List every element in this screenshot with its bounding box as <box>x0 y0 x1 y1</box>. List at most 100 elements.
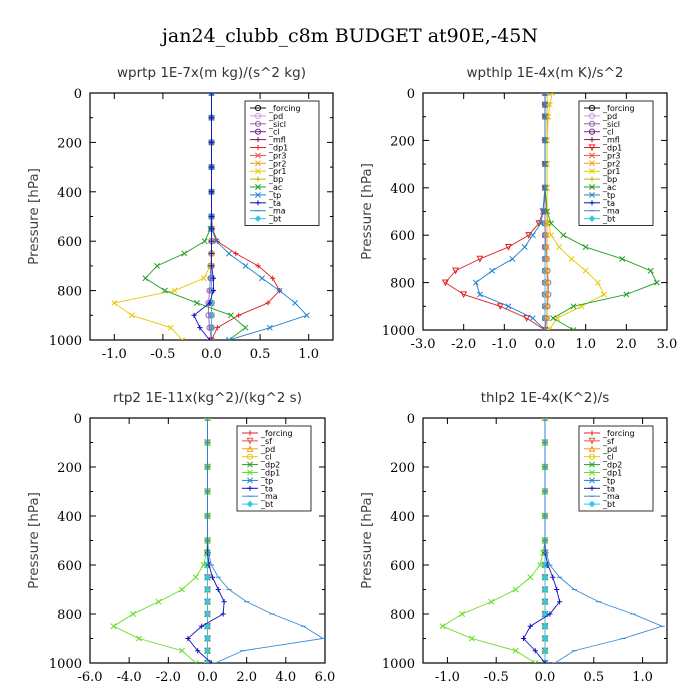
y-tick-label: 1000 <box>382 324 415 339</box>
legend-marker <box>588 128 596 135</box>
legend-item-bt: _bt <box>242 500 273 509</box>
legend-marker <box>255 176 261 182</box>
legend-marker <box>589 168 595 175</box>
legend-marker <box>588 437 596 445</box>
y-tick-label: 200 <box>390 134 415 149</box>
x-tick-label: -0.5 <box>150 347 175 362</box>
legend-marker <box>254 112 262 120</box>
x-tick-label: -1.0 <box>102 347 127 362</box>
data-point <box>214 238 220 244</box>
y-tick-label: 200 <box>57 136 82 151</box>
legend-label: _ma <box>602 207 620 216</box>
legend-marker <box>589 430 595 436</box>
legend-marker <box>246 445 254 452</box>
y-tick-label: 0 <box>74 87 82 102</box>
y-tick-label: 800 <box>57 608 82 623</box>
data-point <box>154 262 161 269</box>
data-point <box>191 312 197 318</box>
x-tick-label: 0.5 <box>583 670 604 685</box>
data-point <box>544 327 550 330</box>
data-point <box>570 303 577 310</box>
legend-item-pr3: _pr3 <box>584 151 620 160</box>
data-point <box>242 262 249 269</box>
x-tick-label: -2.0 <box>451 337 476 352</box>
data-point <box>204 586 211 593</box>
legend-marker <box>246 500 254 508</box>
data-point <box>214 325 220 331</box>
data-point <box>509 255 516 262</box>
legend-marker <box>589 184 595 190</box>
series-line <box>475 93 546 330</box>
series-dp1 <box>110 418 211 663</box>
legend-label: _ta <box>602 484 615 493</box>
series-group <box>439 418 665 663</box>
data-point <box>542 327 548 330</box>
data-point <box>204 635 211 642</box>
legend-marker <box>589 137 595 143</box>
legend-marker <box>589 160 595 167</box>
data-point <box>208 115 215 121</box>
legend-label: _forcing <box>260 429 293 438</box>
data-point <box>185 635 191 642</box>
legend: _forcing_pd_sicl_cl_mfl_dp1_pr3_pr2_pr1_… <box>578 100 654 226</box>
y-tick-label: 200 <box>57 461 82 476</box>
series-line <box>544 418 664 663</box>
legend-item-dp1: _dp1 <box>242 469 280 478</box>
data-point <box>542 243 549 251</box>
data-point <box>204 418 211 421</box>
legend-marker <box>589 477 595 484</box>
series-line <box>112 418 208 663</box>
data-point <box>210 288 217 294</box>
legend-box <box>578 425 654 512</box>
panel-4: thlp2 1E-4x(K^2)/s Pressure [hPa] 0 200 400 6… <box>359 390 668 685</box>
legend-label: _cl <box>260 453 272 462</box>
legend-item-pd: _pd <box>250 112 283 121</box>
data-point <box>542 113 548 120</box>
legend-marker <box>588 445 596 452</box>
legend-label: _ma <box>260 492 278 501</box>
data-point <box>161 287 168 294</box>
data-point <box>568 255 575 262</box>
panel-2: wpthlp 1E-4x(m K)/s^2 Pressure [hPa] 0 200 4… <box>359 65 677 352</box>
legend-item-pd: _pd <box>584 445 617 454</box>
panel-3: rtp2 1E-11x(kg^2)/(kg^2 s) Pressure [hPa]… <box>26 390 335 685</box>
y-tick-label: 0 <box>407 412 415 427</box>
y-tick-label: 800 <box>390 277 415 292</box>
legend-marker <box>247 461 253 468</box>
legend-item-sicl: _sicl <box>584 120 620 129</box>
data-point <box>547 611 553 617</box>
legend-label: _forcing <box>602 429 635 438</box>
legend-marker <box>255 144 261 151</box>
data-point <box>521 244 528 251</box>
legend-marker <box>254 120 262 127</box>
data-point <box>570 327 577 330</box>
data-point <box>548 220 555 227</box>
legend-item-ac: _ac <box>584 183 616 192</box>
series-line <box>444 93 546 330</box>
legend-marker <box>588 453 596 460</box>
legend-marker <box>247 469 253 476</box>
data-point <box>460 291 468 299</box>
y-tick-label: 200 <box>390 461 415 476</box>
legend-label: _dp1 <box>268 144 288 153</box>
y-tick-label: 600 <box>390 229 415 244</box>
series-line <box>144 93 247 340</box>
y-tick-label: 1000 <box>382 657 415 672</box>
data-point <box>201 238 208 245</box>
data-point <box>233 250 239 257</box>
data-point <box>542 418 548 421</box>
data-point <box>544 255 550 262</box>
data-point <box>111 299 118 306</box>
legend-label: _bp <box>602 175 617 184</box>
legend-item-ma: _ma <box>584 492 620 501</box>
data-point <box>197 325 203 331</box>
data-point <box>544 315 550 322</box>
legend-item-dp1: _dp1 <box>584 469 622 478</box>
y-axis-label: Pressure [hPa] <box>26 168 42 265</box>
y-tick-label: 1000 <box>49 334 82 349</box>
data-point <box>209 574 215 580</box>
data-point <box>557 599 563 605</box>
legend-label: _pd <box>602 445 617 454</box>
data-point <box>544 267 550 274</box>
